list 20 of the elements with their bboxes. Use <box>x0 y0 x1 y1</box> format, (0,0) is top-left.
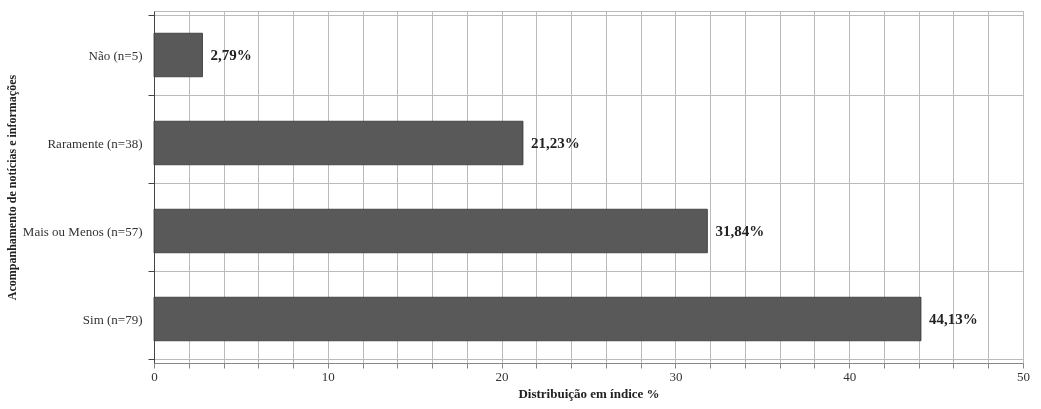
y-tick-label: Raramente (n=38) <box>47 135 143 151</box>
y-tick-label: Não (n=5) <box>88 47 143 63</box>
data-label: 2,79% <box>210 47 252 63</box>
x-axis-title: Distribuição em índice % <box>518 385 660 401</box>
data-label: 21,23% <box>530 135 580 151</box>
data-label: 44,13% <box>928 311 978 327</box>
bar <box>153 120 524 166</box>
bar <box>153 32 203 78</box>
y-tick-label: Sim (n=79) <box>82 311 143 327</box>
x-tick-label: 10 <box>321 368 335 384</box>
bar <box>153 208 708 254</box>
x-tick-label: 20 <box>495 368 509 384</box>
y-axis-title: Acompanhamento de notícias e informações <box>4 74 19 301</box>
x-tick-label: 50 <box>1017 368 1030 384</box>
x-tick-label: 40 <box>843 368 857 384</box>
x-tick-label: 30 <box>669 368 683 384</box>
data-label: 31,84% <box>715 223 765 239</box>
x-tick-label: 0 <box>151 368 158 384</box>
y-tick-label: Mais ou Menos (n=57) <box>22 223 143 239</box>
bar <box>153 296 922 342</box>
